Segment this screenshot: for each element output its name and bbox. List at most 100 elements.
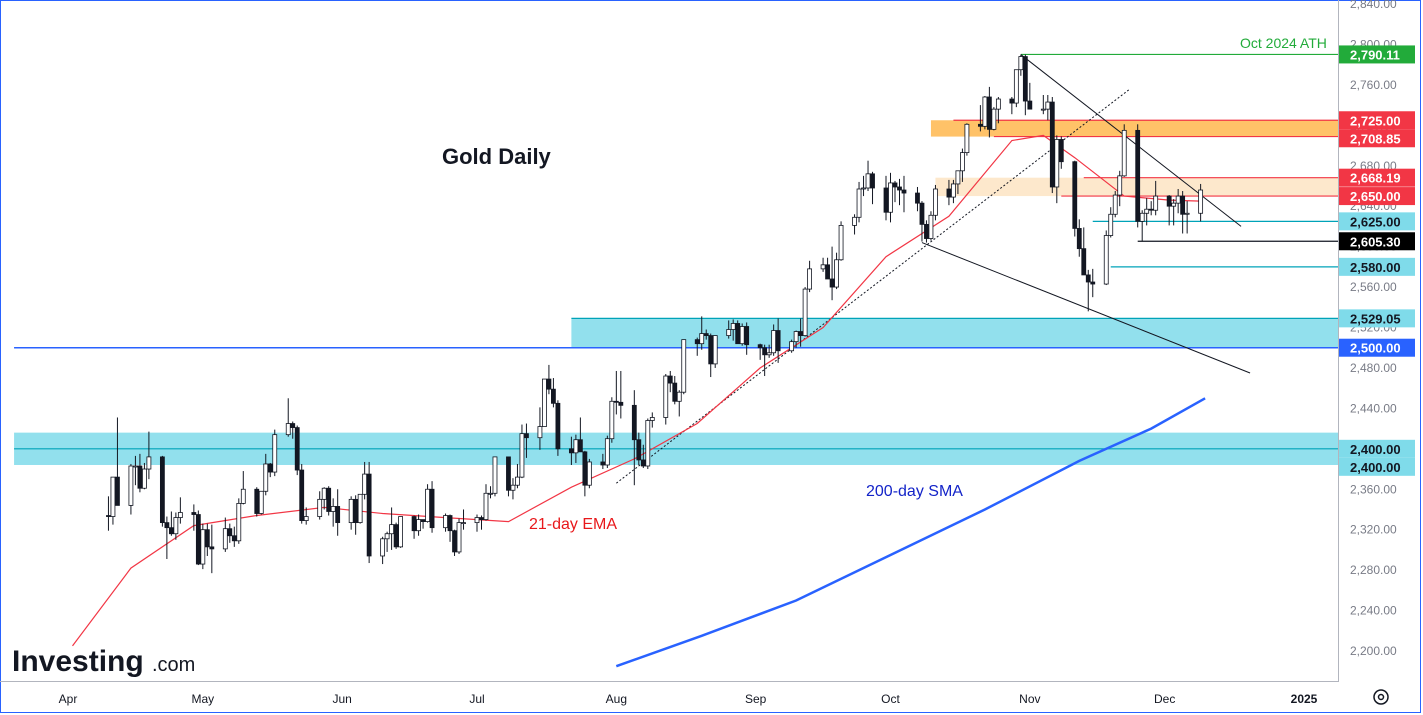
candle-2024-12-06 [1184, 201, 1190, 234]
candle-body [897, 186, 902, 191]
candle-body [195, 514, 201, 565]
candle-2024-11-28 [1148, 201, 1154, 216]
price-label-text: 2,650.00 [1350, 189, 1401, 204]
candle-body [883, 187, 889, 213]
candle-body [231, 535, 237, 542]
candle-body [600, 461, 606, 466]
candle-body [384, 533, 390, 540]
candle-2024-07-02 [479, 515, 484, 530]
candle-2024-12-02 [1166, 195, 1172, 226]
price-label-box [1339, 129, 1415, 148]
candle-2024-08-15 [676, 390, 682, 417]
candle-body [699, 333, 705, 345]
x-tick-label: Jul [469, 692, 484, 706]
candle-body [789, 341, 795, 352]
candle-2024-05-02 [204, 523, 210, 556]
candle-2024-05-27 [317, 491, 323, 520]
candle-2024-08-16 [681, 339, 687, 395]
candle-body [285, 423, 291, 436]
candle-2024-06-18 [416, 514, 421, 536]
candle-2024-10-23 [986, 86, 992, 138]
candle-2024-07-29 [600, 453, 606, 470]
price-label-2: 2,708.85 [1339, 129, 1415, 148]
y-axis-ticks[interactable]: 2,840.002,800.002,760.002,720.002,680.00… [1350, 0, 1397, 658]
gear-icon[interactable] [1373, 689, 1389, 705]
candle-body [834, 259, 839, 288]
candle-body [133, 465, 138, 468]
candle-2024-10-03 [897, 178, 902, 206]
candle-body [892, 182, 898, 188]
candle-2024-07-12 [524, 423, 529, 458]
candle-2024-04-26 [177, 497, 183, 524]
candle-body [712, 335, 718, 365]
candle-2024-09-25 [861, 175, 866, 197]
candle-2024-08-01 [613, 370, 619, 415]
candle-2024-05-23 [299, 463, 305, 524]
candle-body [802, 288, 808, 336]
candle-body [609, 400, 615, 440]
candle-2024-11-27 [1144, 198, 1150, 226]
candle-body [303, 516, 309, 521]
candle-body [1166, 195, 1172, 207]
candle-2024-08-07 [640, 444, 646, 469]
candle-body [142, 468, 147, 489]
candle-body [330, 506, 336, 512]
candle-2024-04-22 [159, 455, 165, 527]
y-tick-label: 2,480.00 [1350, 361, 1397, 375]
candle-body [726, 329, 732, 336]
candle-body [838, 224, 844, 261]
candle-body [510, 484, 516, 491]
candle-2024-06-13 [393, 522, 399, 549]
candle-body [991, 108, 997, 130]
candle-2024-06-04 [353, 495, 359, 535]
candle-body [663, 375, 669, 418]
candle-2024-04-24 [168, 511, 174, 536]
y-tick-label: 2,240.00 [1350, 604, 1397, 618]
candle-2024-09-19 [834, 252, 839, 290]
candle-2024-11-29 [1153, 180, 1159, 216]
price-label-text: 2,529.05 [1350, 311, 1401, 326]
candle-2024-05-22 [294, 425, 300, 476]
candle-body [479, 517, 484, 520]
price-label-box [1339, 45, 1415, 64]
candle-body [416, 519, 421, 532]
price-labels: 2,790.11 2,725.00 2,708.85 2,668.19 2,650.00… [1339, 45, 1415, 476]
candle-2024-07-26 [586, 458, 592, 489]
candle-body [613, 400, 619, 403]
candle-2024-06-05 [357, 493, 363, 524]
candle-2024-10-09 [924, 220, 929, 243]
candle-body [1058, 139, 1064, 163]
candle-2024-09-11 [798, 318, 804, 347]
price-label-box [1339, 187, 1415, 206]
x-axis-ticks[interactable]: Apr May Jun Jul Aug Sep Oct Nov Dec 2025 [59, 692, 1318, 706]
candle-body [1198, 189, 1204, 214]
candle-body [1009, 98, 1015, 104]
candle-2024-04-18 [142, 462, 147, 490]
candle-body [1180, 195, 1186, 215]
candle-2024-05-13 [254, 487, 260, 517]
candle-body [128, 465, 134, 506]
candle-2024-11-13 [1081, 227, 1087, 276]
candle-body [1139, 212, 1145, 222]
candle-body [1027, 100, 1033, 110]
candle-body [335, 506, 341, 524]
candle-body [474, 517, 480, 524]
candle-2024-10-30 [1018, 54, 1024, 76]
candle-2024-05-08 [231, 526, 237, 547]
candle-body [739, 326, 745, 345]
candle-2024-09-17 [825, 257, 830, 280]
candle-2024-08-20 [699, 316, 705, 350]
candle-2024-12-03 [1171, 199, 1177, 226]
candle-2024-09-13 [807, 260, 812, 293]
candle-body [191, 512, 197, 515]
y-tick-label: 2,440.00 [1350, 401, 1397, 415]
candle-body [852, 216, 857, 226]
candle-body [294, 427, 300, 471]
price-label-box [1339, 338, 1415, 357]
candle-body [793, 331, 799, 343]
candle-body [353, 498, 359, 524]
candle-body [820, 264, 826, 270]
candle-body [524, 433, 529, 439]
